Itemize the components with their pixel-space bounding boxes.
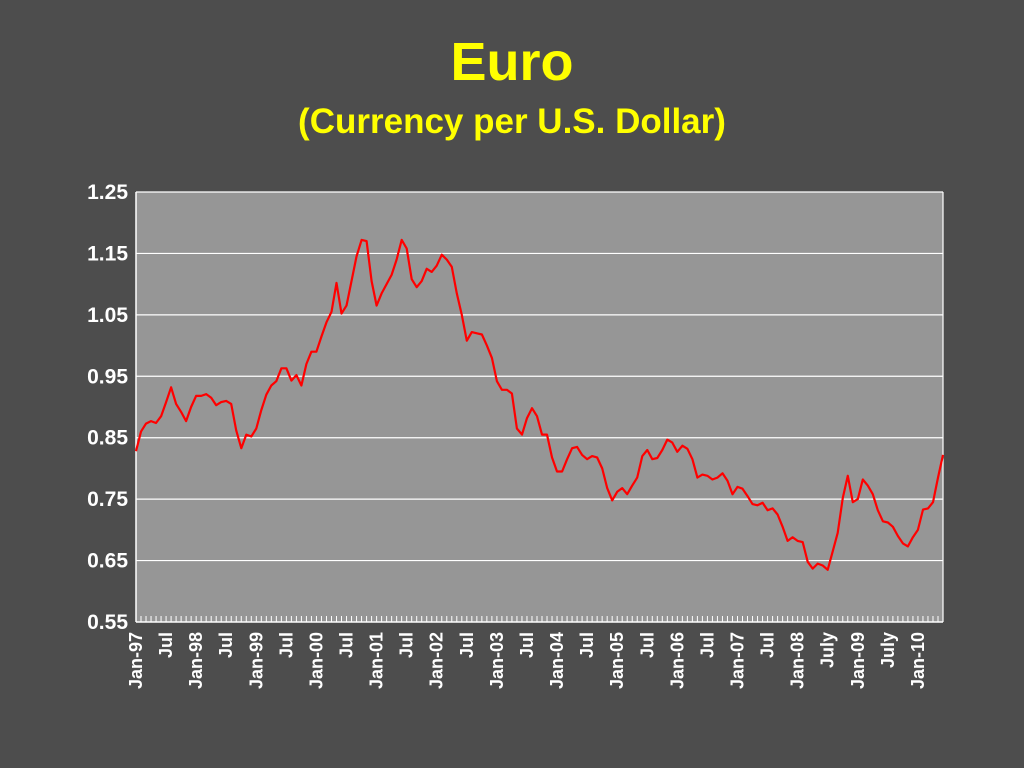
x-tick-label: Jul xyxy=(276,632,296,658)
x-tick-label: Jul xyxy=(577,632,597,658)
x-tick-label: Jul xyxy=(517,632,537,658)
y-tick-label: 1.25 xyxy=(87,181,128,204)
x-tick-label: July xyxy=(878,632,898,668)
x-tick-label: Jul xyxy=(397,632,417,658)
x-tick-label: Jul xyxy=(637,632,657,658)
x-tick-label: Jul xyxy=(337,632,357,658)
chart-subtitle: (Currency per U.S. Dollar) xyxy=(298,102,726,141)
y-tick-label: 0.65 xyxy=(87,550,128,573)
x-tick-label: Jan-97 xyxy=(126,632,146,689)
x-tick-label: Jan-05 xyxy=(607,632,627,689)
chart-title: Euro xyxy=(450,32,574,92)
plot-area xyxy=(136,192,943,622)
x-tick-label: Jan-04 xyxy=(547,632,567,689)
x-tick-label: Jul xyxy=(216,632,236,658)
y-tick-label: 0.75 xyxy=(87,488,128,511)
y-tick-label: 1.05 xyxy=(87,304,128,327)
x-tick-label: Jul xyxy=(156,632,176,658)
x-tick-label: Jan-00 xyxy=(306,632,326,689)
x-tick-label: Jan-06 xyxy=(667,632,687,689)
x-tick-label: Jul xyxy=(758,632,778,658)
y-tick-label: 1.15 xyxy=(87,242,128,265)
x-tick-label: Jan-09 xyxy=(848,632,868,689)
x-tick-label: Jan-07 xyxy=(727,632,747,689)
x-tick-label: Jan-10 xyxy=(908,632,928,689)
x-tick-label: Jan-03 xyxy=(487,632,507,689)
y-tick-label: 0.85 xyxy=(87,427,128,450)
x-tick-label: Jan-01 xyxy=(367,632,387,689)
y-tick-label: 0.55 xyxy=(87,611,128,634)
x-tick-label: Jan-02 xyxy=(427,632,447,689)
series-line-euro xyxy=(134,238,945,571)
x-tick-label: Jul xyxy=(457,632,477,658)
x-tick-label: Jan-98 xyxy=(186,632,206,689)
x-tick-label: July xyxy=(818,632,838,668)
y-tick-label: 0.95 xyxy=(87,365,128,388)
x-tick-label: Jul xyxy=(697,632,717,658)
x-tick-label: Jan-99 xyxy=(246,632,266,689)
x-tick-label: Jan-08 xyxy=(788,632,808,689)
